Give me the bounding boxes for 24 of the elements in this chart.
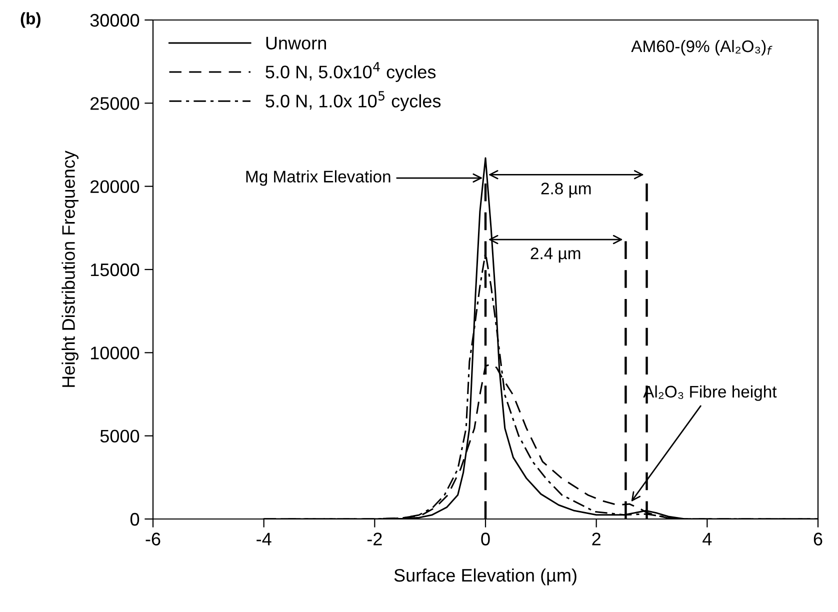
annotation: AM60-(9% (Al₂O₃)$_{f}$ [631, 40, 772, 56]
x-tick-label: 0 [481, 532, 490, 546]
y-tick-label: 30000 [90, 14, 140, 27]
y-tick-label: 5000 [100, 430, 140, 443]
y-tick-label: 20000 [90, 180, 140, 194]
y-tick-label: 15000 [90, 263, 140, 276]
x-tick-label: -6 [146, 532, 160, 546]
x-tick-label: 2 [592, 532, 600, 546]
y-tick-label: 10000 [90, 346, 140, 360]
legend-label: 5.0 N, 1.0x 10$^{5}$ cycles [266, 91, 441, 112]
x-tick-label: 4 [702, 532, 712, 546]
y-tick-label: 25000 [90, 97, 140, 110]
annotation: Mg Matrix Elevation [246, 170, 390, 186]
annotation: 2.8 µm [541, 182, 591, 198]
x-tick-label: -4 [256, 532, 272, 546]
y-axis-title: Height Distribution Frequency [62, 150, 78, 387]
x-tick-label: -2 [367, 532, 382, 546]
y-tick-label: 0 [130, 512, 140, 526]
x-tick-label: 6 [814, 532, 822, 546]
x-axis-title: Surface Elevation (µm) [394, 568, 576, 586]
annotation: 2.4 µm [530, 247, 580, 263]
legend-label: Unworn [266, 36, 326, 50]
text: (b) [20, 12, 40, 28]
legend-label: 5.0 N, 5.0x10$^{4}$ cycles [266, 62, 436, 82]
